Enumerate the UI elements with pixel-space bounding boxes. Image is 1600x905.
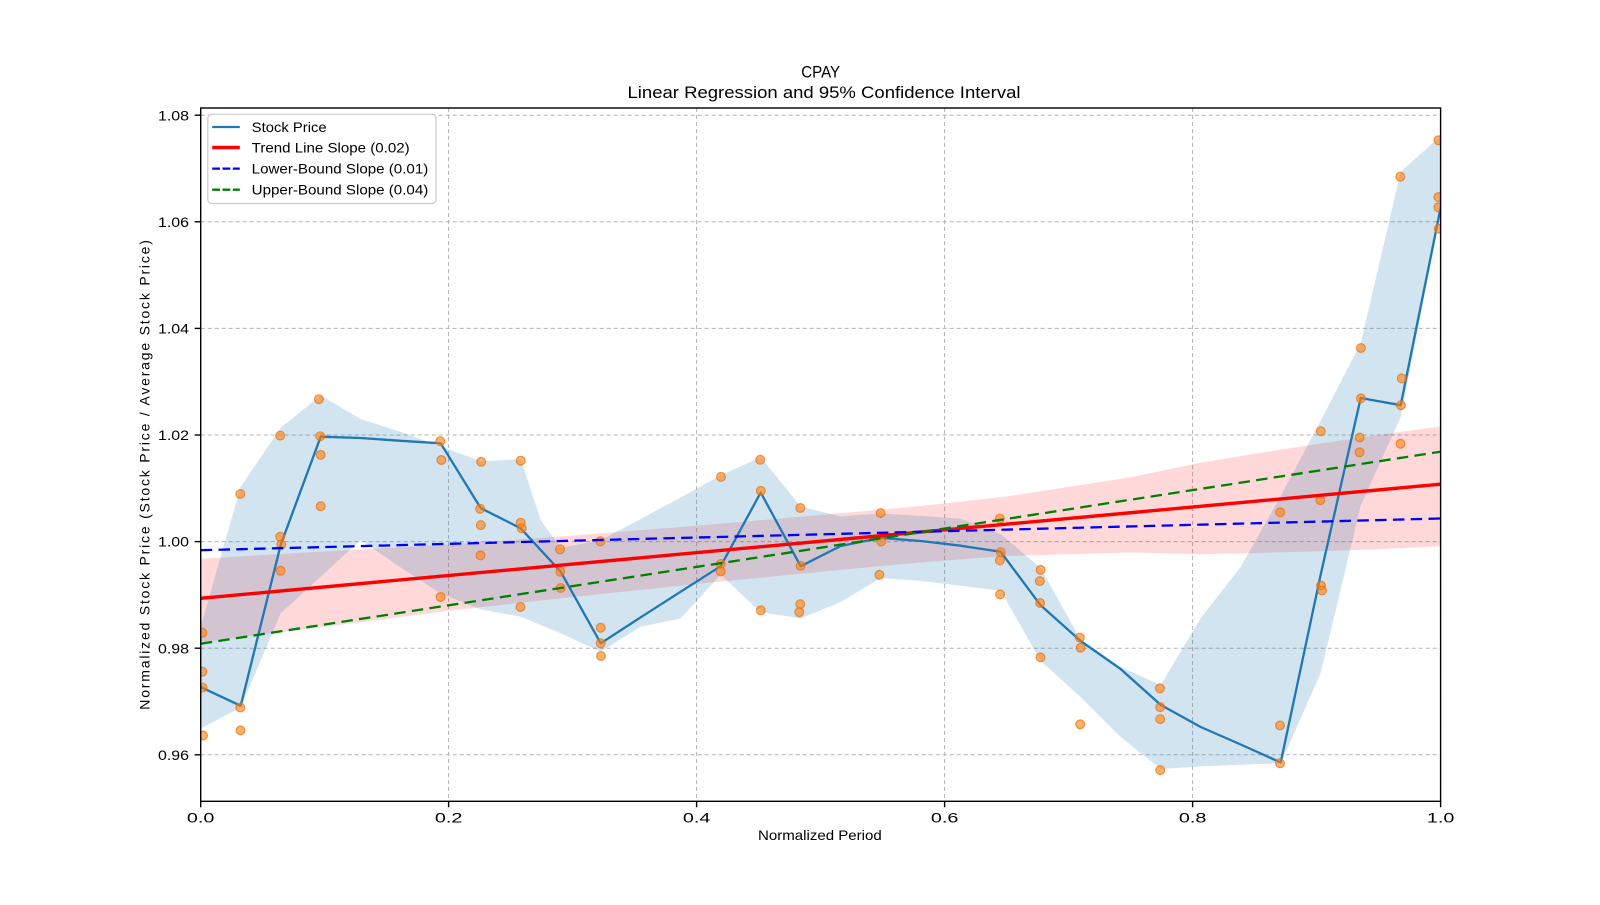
svg-text:0.0: 0.0 [187, 810, 215, 826]
svg-text:Linear Regression and 95% Conf: Linear Regression and 95% Confidence Int… [628, 83, 1021, 102]
svg-text:1.06: 1.06 [158, 214, 189, 230]
svg-text:0.4: 0.4 [683, 810, 711, 826]
svg-text:0.96: 0.96 [158, 747, 189, 763]
svg-text:Normalized Stock Price (Stock: Normalized Stock Price (Stock Price / Av… [137, 238, 153, 709]
svg-text:1.02: 1.02 [158, 427, 189, 443]
svg-text:0.98: 0.98 [158, 640, 189, 656]
svg-text:1.00: 1.00 [158, 534, 189, 550]
svg-text:CPAY: CPAY [801, 63, 840, 82]
svg-text:Stock Price: Stock Price [252, 119, 327, 135]
svg-text:0.2: 0.2 [435, 810, 463, 826]
svg-text:Normalized Period: Normalized Period [758, 827, 882, 843]
svg-text:Upper-Bound Slope (0.04): Upper-Bound Slope (0.04) [252, 182, 429, 198]
svg-text:1.08: 1.08 [158, 107, 189, 123]
svg-text:0.8: 0.8 [1179, 810, 1207, 826]
svg-text:Lower-Bound Slope (0.01): Lower-Bound Slope (0.01) [252, 160, 429, 176]
svg-text:1.0: 1.0 [1427, 810, 1455, 826]
svg-text:Trend Line Slope (0.02): Trend Line Slope (0.02) [252, 139, 410, 155]
svg-text:1.04: 1.04 [158, 321, 189, 337]
svg-text:0.6: 0.6 [931, 810, 959, 826]
